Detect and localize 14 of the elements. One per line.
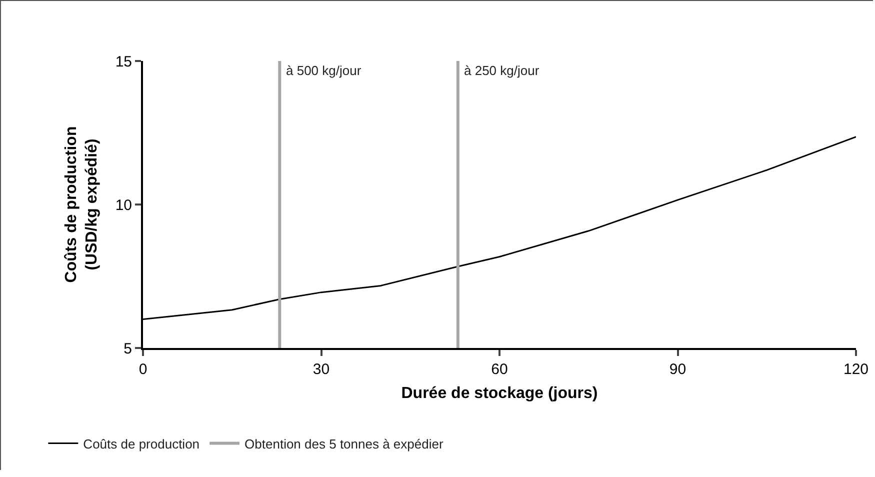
x-tick-label: 90 bbox=[669, 361, 686, 378]
y-tick-label: 5 bbox=[124, 340, 132, 358]
text: Obtention des 5 tonnes à expédier bbox=[244, 436, 444, 452]
x-tick-label: 60 bbox=[491, 361, 508, 378]
ref-line-label: à 500 kg/jour bbox=[286, 63, 362, 78]
x-axis-title: Durée de stockage (jours) bbox=[401, 385, 598, 402]
x-tick-label: 120 bbox=[843, 361, 869, 378]
y-axis-title: Coûts de production (USD/kg expédié) bbox=[62, 126, 101, 283]
legend-label: Coûts de production bbox=[83, 436, 200, 452]
y-tick-label: 10 bbox=[115, 196, 132, 214]
ref-line-label: à 250 kg/jour bbox=[464, 63, 540, 78]
x-tick-label: 0 bbox=[138, 361, 148, 378]
y-tick-label: 15 bbox=[115, 53, 132, 70]
x-tick-label: 30 bbox=[312, 361, 330, 378]
